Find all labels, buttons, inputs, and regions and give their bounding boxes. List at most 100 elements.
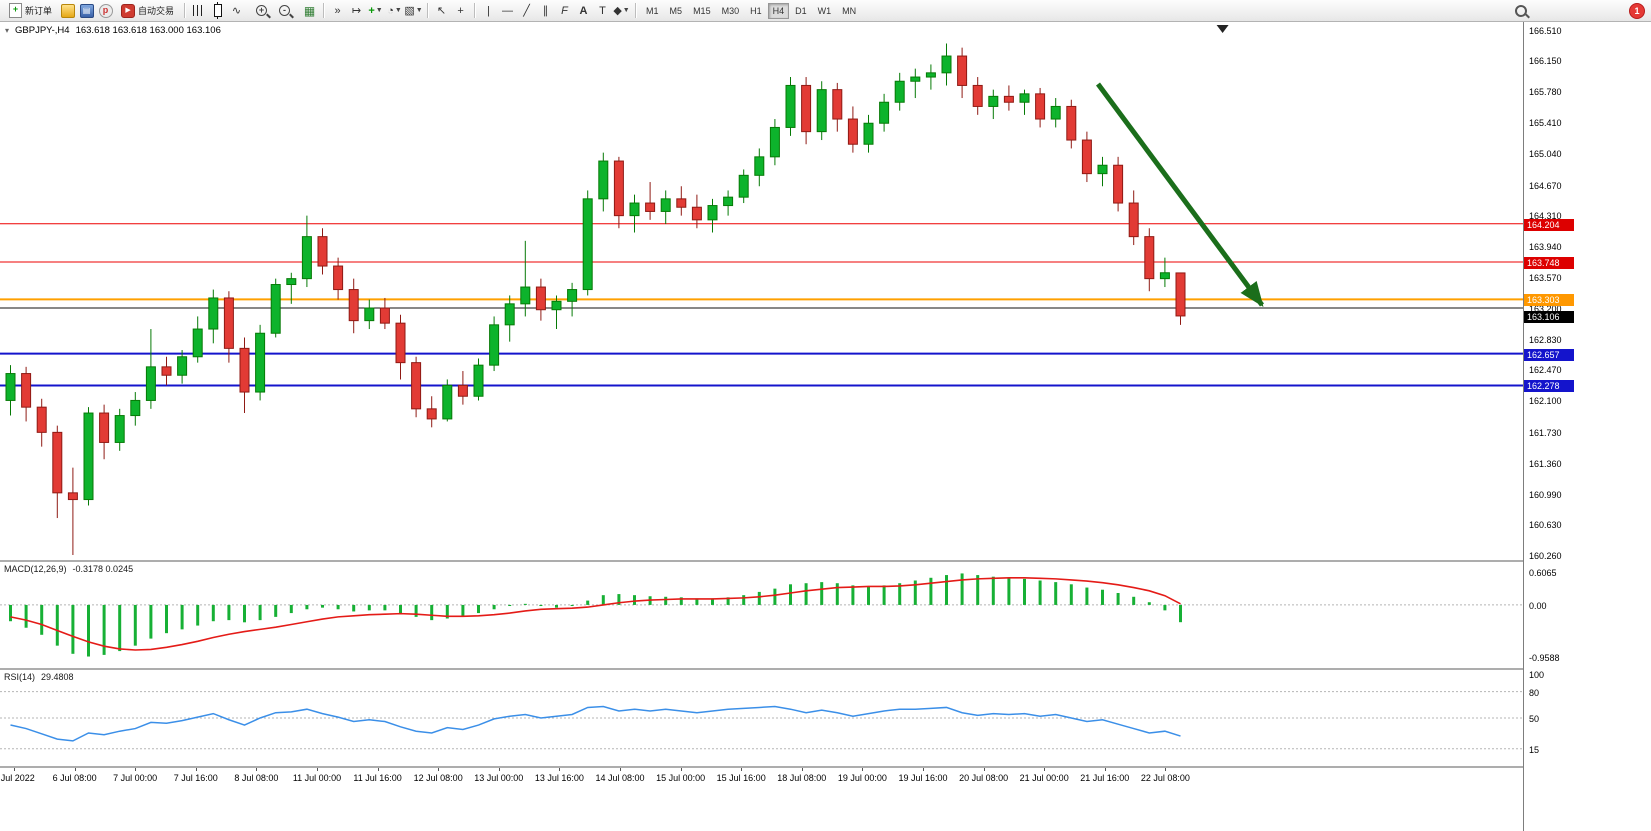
auto-trading-label: 自动交易 [138,6,175,16]
rsi-panel[interactable]: RSI(14) 29.4808 [0,670,1523,766]
candlestick-chart-button[interactable] [209,2,226,19]
rsi-axis-label: 100 [1529,670,1545,680]
crosshair-icon: + [457,4,464,17]
time-tick [559,768,561,771]
price-axis-label: 163.570 [1529,272,1562,283]
macd-canvas[interactable] [0,562,1523,668]
notification-badge[interactable]: 1 [1629,2,1645,19]
timeframe-button-d1[interactable]: D1 [790,3,812,19]
horizontal-line-icon: — [502,4,514,17]
time-axis-label: 18 Jul 08:00 [777,773,827,783]
bar-chart-button[interactable] [190,3,207,19]
time-axis[interactable]: 6 Jul 2022 6 Jul 08:00 7 Jul 00:00 7 Jul 16… [0,768,1523,790]
time-axis-label: 6 Jul 08:00 [52,773,97,783]
templates-button[interactable]: ▧ ▼ [404,3,423,19]
chart-marker-icon: ▾ [5,26,10,35]
ohlc-values: 163.618 163.618 163.000 163.106 [75,25,221,36]
metaeditor-icon [60,3,75,18]
chart-workspace: ▾ GBPJPY-,H4 163.618 163.618 163.000 163… [0,22,1651,831]
time-tick [195,768,197,771]
toolbar-separator [427,3,429,18]
arrows-icon: ◆ [613,5,622,17]
indicators-button[interactable]: + ▼ [367,3,384,19]
macd-histogram [9,573,1182,657]
channel-button[interactable]: ∥ [537,3,554,19]
price-axis[interactable]: 166.510 166.150 165.780 165.410 165.040 164.6… [1523,22,1651,831]
panel-separator[interactable] [0,766,1523,768]
price-axis-label: 161.360 [1529,458,1562,469]
fibonacci-button[interactable]: F [556,3,573,19]
timeframe-button-h1[interactable]: H1 [745,3,767,19]
rsi-axis-label: 15 [1529,744,1540,755]
metaeditor-button[interactable] [59,3,76,19]
price-badge: 162.657 [1524,348,1574,361]
price-badge: 164.204 [1524,218,1574,231]
chart-shift-button[interactable]: ↦ [348,3,365,19]
timeframe-button-m15[interactable]: M15 [688,3,716,19]
price-axis-label: 163.200 [1529,304,1562,315]
candlestick-chart-icon [213,2,222,19]
time-tick [74,768,76,771]
candlesticks[interactable] [5,43,1186,555]
search-icon [1514,4,1527,17]
timeframe-button-mn[interactable]: MN [837,3,861,19]
trend-arrow[interactable] [1095,82,1265,308]
zoom-in-button[interactable]: + [253,3,270,19]
chevron-down-icon: ▼ [394,7,402,14]
horizontal-line-button[interactable]: — [499,3,516,19]
auto-trading-icon: ▶ [121,3,136,18]
time-tick [983,768,985,771]
crosshair-button[interactable]: + [452,3,469,19]
timeframe-button-h4[interactable]: H4 [767,2,790,19]
chevron-down-icon: ▼ [375,7,383,14]
panel-separator[interactable] [0,668,1523,670]
macd-values: -0.3178 0.0245 [72,564,134,574]
templates-icon: ▧ [404,5,415,17]
time-tick [741,768,743,771]
chevron-down-icon: ▼ [415,7,423,14]
vertical-line-button[interactable]: | [480,3,497,19]
time-axis-label: 19 Jul 16:00 [898,773,948,783]
timeframe-button-m1[interactable]: M1 [641,3,664,19]
timeframe-button-m5[interactable]: M5 [665,3,688,19]
rsi-canvas[interactable] [0,670,1523,766]
macd-panel[interactable]: MACD(12,26,9) -0.3178 0.0245 [0,562,1523,668]
rsi-line [10,705,1181,742]
price-chart-panel[interactable]: ▾ GBPJPY-,H4 163.618 163.618 163.000 163… [0,22,1523,560]
time-axis-label: 8 Jul 08:00 [234,773,279,783]
text-button[interactable]: A [575,3,592,19]
search-button[interactable] [1512,3,1529,19]
scroll-end-marker[interactable] [1216,25,1229,33]
zoom-out-button[interactable]: - [276,3,293,19]
tile-windows-icon: ▦ [303,3,316,18]
time-axis-label: 6 Jul 2022 [0,773,35,783]
time-axis-label: 15 Jul 00:00 [656,773,706,783]
timeframe-button-m30[interactable]: M30 [717,3,745,19]
tile-windows-button[interactable]: ▦ [301,3,318,19]
panel-separator[interactable] [0,560,1523,562]
price-badge: 163.303 [1524,294,1574,307]
timeframe-button-w1[interactable]: W1 [813,3,837,19]
time-tick [680,768,682,771]
rsi-label: RSI(14) 29.4808 [4,672,74,682]
line-chart-button[interactable]: ∿ [228,3,245,19]
label-button[interactable]: T [594,3,611,19]
trendline-button[interactable]: ╱ [518,3,535,19]
macd-axis-label: -0.9588 [1529,652,1560,663]
arrows-button[interactable]: ◆ ▼ [613,3,630,19]
toolbar-separator [323,3,325,18]
chart-column: ▾ GBPJPY-,H4 163.618 163.618 163.000 163… [0,22,1523,831]
time-axis-label: 14 Jul 08:00 [595,773,645,783]
time-axis-label: 20 Jul 08:00 [959,773,1009,783]
time-tick [256,768,258,771]
price-badge: 163.106 [1524,310,1574,323]
auto-trading-button[interactable]: ▶ 自动交易 [116,2,179,20]
data-window-button[interactable]: ▤ [78,3,95,19]
periods-button[interactable]: ◔ ▼ [386,3,403,19]
time-axis-label: 11 Jul 16:00 [353,773,402,783]
new-order-button[interactable]: + 新订单 [4,2,57,20]
auto-scroll-button[interactable]: » [329,3,346,19]
mql5-community-button[interactable]: p [97,3,114,19]
price-chart-canvas[interactable] [0,22,1523,560]
cursor-button[interactable]: ↖ [433,3,450,19]
